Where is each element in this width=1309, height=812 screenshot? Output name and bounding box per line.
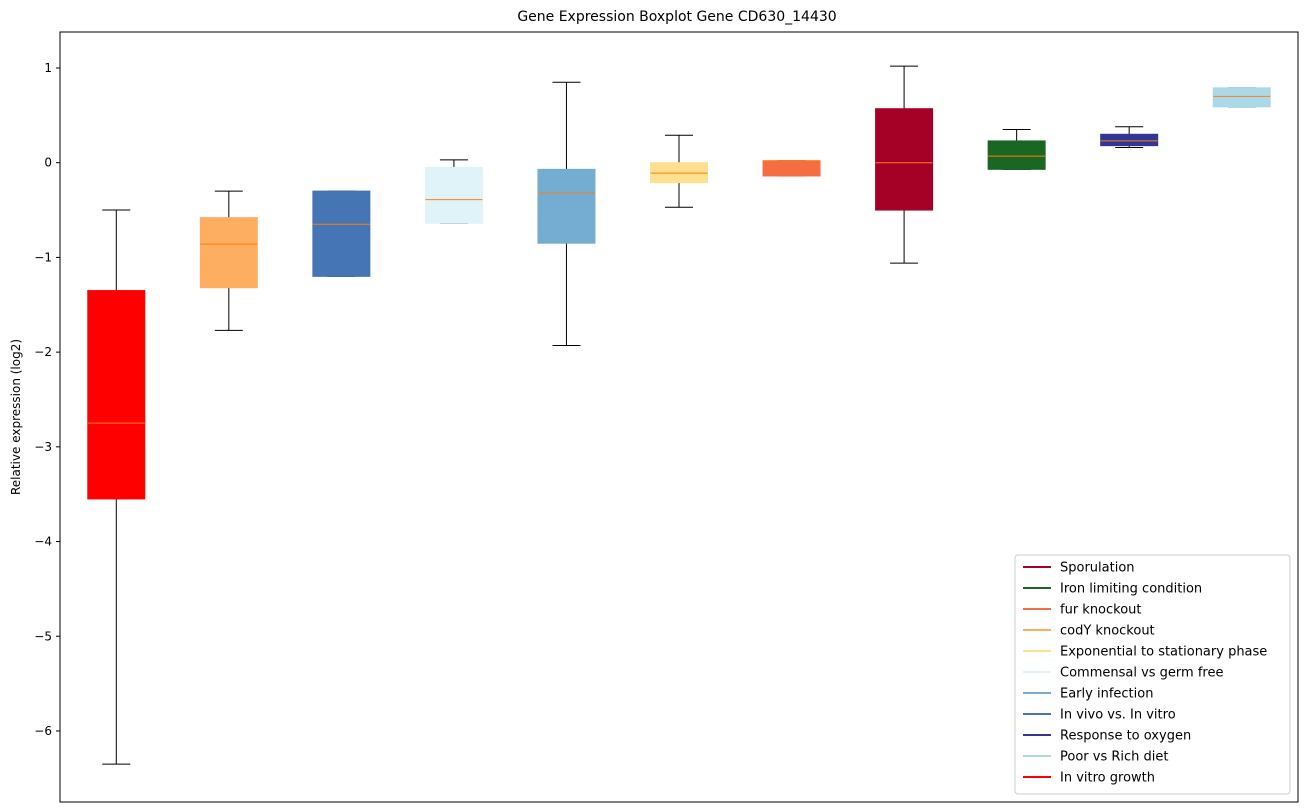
- boxes-layer: [87, 65, 1271, 765]
- legend-label: Sporulation: [1060, 561, 1135, 576]
- y-tick-label: 1: [44, 61, 52, 75]
- box-group: [537, 81, 596, 346]
- legend-item: codY knockout: [1023, 624, 1155, 639]
- legend-item: Poor vs Rich diet: [1023, 750, 1168, 765]
- box-iqr: [987, 140, 1046, 170]
- box-group: [87, 209, 146, 765]
- legend-frame: [1014, 554, 1291, 795]
- y-tick-label: 0: [44, 156, 52, 170]
- box-group: [424, 159, 483, 224]
- legend-label: codY knockout: [1060, 624, 1155, 639]
- legend-label: Poor vs Rich diet: [1060, 750, 1168, 765]
- y-axis-label: Relative expression (log2): [9, 339, 23, 495]
- box-iqr: [199, 217, 258, 289]
- legend-label: Exponential to stationary phase: [1060, 645, 1267, 660]
- legend-item: In vivo vs. In vitro: [1023, 708, 1176, 723]
- y-tick-label: −6: [34, 724, 52, 738]
- legend-label: Early infection: [1060, 687, 1153, 702]
- box-group: [762, 160, 821, 177]
- box-group: [312, 190, 371, 277]
- legend-item: Exponential to stationary phase: [1023, 645, 1267, 660]
- chart-title: Gene Expression Boxplot Gene CD630_14430: [517, 9, 836, 25]
- legend-label: In vivo vs. In vitro: [1060, 708, 1176, 723]
- y-tick-label: −5: [34, 629, 52, 643]
- box-iqr: [1212, 87, 1271, 108]
- box-iqr: [424, 166, 483, 224]
- plot-frame: [59, 31, 1299, 803]
- box-iqr: [312, 190, 371, 277]
- y-tick-label: −4: [34, 535, 52, 549]
- box-group: [1100, 126, 1159, 149]
- legend-item: Iron limiting condition: [1023, 582, 1202, 597]
- legend-item: Commensal vs germ free: [1023, 666, 1223, 681]
- legend-label: Iron limiting condition: [1060, 582, 1202, 597]
- legend-label: Response to oxygen: [1060, 729, 1191, 744]
- box-group: [987, 129, 1046, 170]
- box-iqr: [87, 290, 146, 500]
- legend: Sporulation Iron limiting condition fur kn…: [1014, 554, 1291, 795]
- box-group: [650, 134, 708, 208]
- legend-item: fur knockout: [1023, 603, 1142, 618]
- legend-label: Commensal vs germ free: [1060, 666, 1223, 681]
- legend-item: Early infection: [1023, 687, 1153, 702]
- legend-item: Sporulation: [1023, 561, 1135, 576]
- y-tick-label: −2: [34, 345, 52, 359]
- y-axis: 1 0 −1 −2 −3 −4 −5 −6: [34, 61, 60, 738]
- box-iqr: [537, 168, 596, 244]
- box-group: [1212, 87, 1271, 108]
- box-group: [875, 65, 934, 264]
- legend-label: In vitro growth: [1060, 771, 1155, 786]
- legend-label: fur knockout: [1060, 603, 1142, 618]
- legend-item: In vitro growth: [1023, 771, 1155, 786]
- y-tick-label: −1: [34, 250, 52, 264]
- y-tick-label: −3: [34, 440, 52, 454]
- legend-item: Response to oxygen: [1023, 729, 1191, 744]
- box-iqr: [762, 160, 821, 177]
- box-iqr: [1100, 133, 1159, 147]
- box-group: [199, 190, 258, 331]
- box-iqr: [875, 108, 934, 211]
